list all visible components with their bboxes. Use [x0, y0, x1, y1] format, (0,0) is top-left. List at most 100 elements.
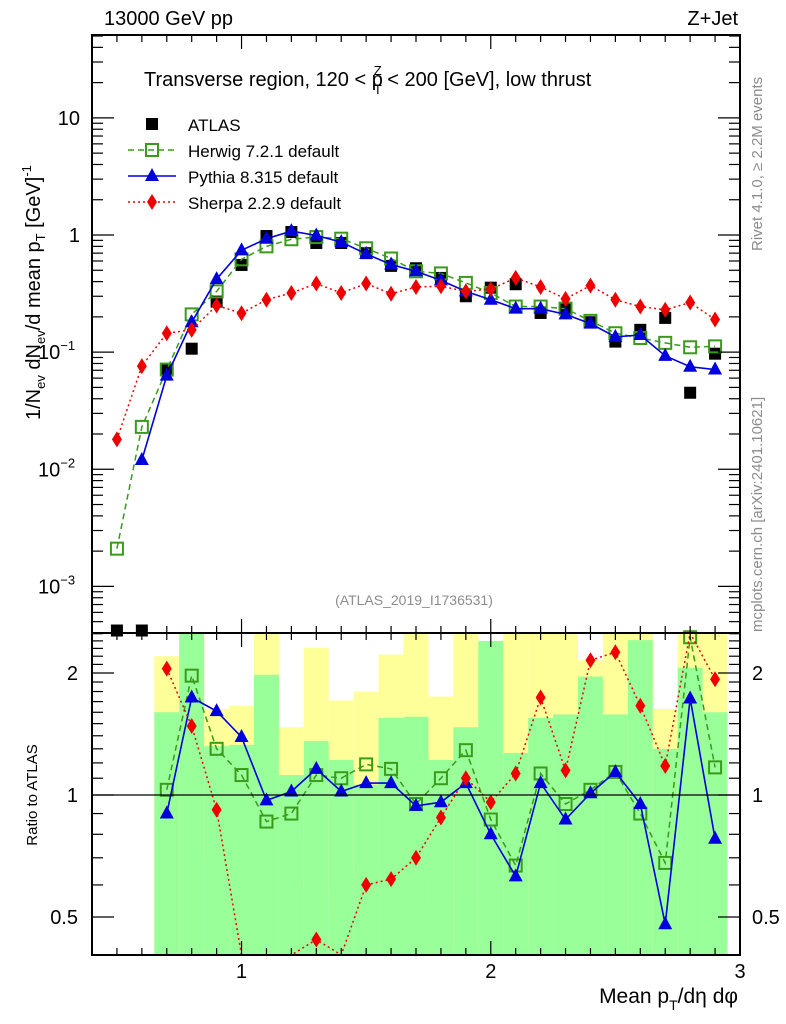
legend-entry: Sherpa 2.2.9 default — [128, 194, 341, 213]
main-data-point — [286, 284, 297, 301]
ratio-data-point — [483, 812, 498, 827]
green-band-bin — [378, 717, 404, 955]
ratio-y-tick-label-left: 2 — [67, 663, 78, 685]
ratio-data-point — [660, 757, 671, 774]
ratio-data-point — [309, 760, 324, 774]
header-left-label: 13000 GeV pp — [104, 8, 233, 30]
ratio-data-point — [708, 760, 723, 775]
ratio-data-point — [608, 763, 623, 777]
green-band-bin — [154, 712, 180, 955]
main-data-point — [708, 361, 723, 375]
ratio-data-point — [384, 775, 399, 789]
main-data-point — [709, 347, 722, 360]
main-data-point — [311, 275, 322, 292]
main-data-point — [236, 305, 247, 322]
ratio-data-point — [585, 652, 596, 669]
main-data-point — [659, 311, 672, 324]
x-tick-label: 3 — [734, 961, 745, 983]
ratio-data-point — [683, 690, 698, 704]
mcplots-label: mcplots.cern.ch [arXiv:2401.10621] — [749, 397, 766, 632]
x-tick-label: 1 — [236, 961, 247, 983]
main-data-point — [134, 419, 149, 434]
ratio-y-tick-label-right: 1 — [752, 785, 763, 807]
ratio-data-point — [635, 697, 646, 714]
legend-label: ATLAS — [188, 116, 241, 135]
main-data-point — [685, 294, 696, 311]
legend-label: Herwig 7.2.1 default — [188, 142, 339, 161]
green-band-bin — [353, 784, 379, 955]
plot-title: Transverse region, 120 < pTZ < 200 [GeV]… — [144, 63, 592, 97]
main-y-tick-label: 1 — [69, 225, 80, 247]
main-data-point — [710, 311, 721, 328]
ratio-series-pythia — [159, 689, 723, 930]
x-tick-labels: 1 2 3 — [236, 961, 746, 983]
main-data-point — [336, 284, 347, 301]
ratio-data-point — [234, 729, 249, 743]
main-y-tick-label: 10−3 — [38, 572, 75, 598]
main-data-point — [533, 300, 548, 314]
main-data-point — [460, 283, 471, 300]
plot-title-pre: Transverse region, 120 < p — [144, 69, 383, 91]
ratio-y-tick-label-right: 2 — [752, 663, 763, 685]
main-data-point — [209, 271, 224, 285]
ratio-data-point — [184, 668, 199, 683]
green-band-bin — [278, 775, 304, 955]
main-data-point — [510, 269, 521, 286]
ratio-data-point — [510, 765, 521, 782]
ratio-data-point — [458, 743, 473, 758]
main-series-line — [141, 230, 716, 461]
legend: ATLAS Herwig 7.2.1 default Pythia 8.315 de… — [128, 116, 341, 213]
main-data-point — [608, 328, 623, 342]
legend-marker-icon — [145, 143, 159, 157]
ratio-data-point — [411, 849, 421, 866]
analysis-label: (ATLAS_2019_I1736531) — [335, 592, 493, 608]
main-data-point — [134, 451, 149, 465]
ratio-data-point — [508, 868, 523, 882]
ratio-data-point — [184, 689, 199, 703]
main-data-point — [508, 300, 523, 314]
ratio-data-point — [334, 783, 349, 797]
ratio-data-point — [284, 783, 299, 797]
legend-entry: Pythia 8.315 default — [128, 168, 339, 187]
ratio-data-point — [361, 876, 372, 893]
main-data-point — [409, 263, 423, 277]
main-data-point — [234, 242, 249, 256]
legend-label: Sherpa 2.2.9 default — [188, 194, 341, 213]
main-data-point — [583, 315, 598, 329]
ratio-data-point — [234, 768, 249, 783]
green-band-bin — [602, 714, 628, 955]
ratio-y-tick-label-left: 0.5 — [50, 907, 78, 929]
main-data-point — [159, 367, 174, 381]
main-data-point — [435, 278, 446, 295]
ratio-series-sherpa — [161, 630, 721, 957]
main-series-line — [116, 277, 716, 440]
ratio-y-tick-label-right: 0.5 — [752, 907, 780, 929]
ratio-data-point — [284, 806, 299, 821]
ratio-data-point — [610, 644, 621, 661]
green-band-bin — [229, 744, 254, 955]
main-data-point — [585, 277, 596, 294]
main-data-point — [261, 291, 272, 308]
ratio-data-point — [708, 830, 723, 844]
main-data-point — [684, 386, 697, 399]
legend-marker-icon — [146, 118, 158, 130]
ratio-data-point — [359, 757, 374, 772]
green-band-bin — [503, 752, 529, 955]
ratio-data-point — [159, 805, 174, 819]
ratio-data-point — [161, 660, 172, 677]
ratio-data-point — [535, 689, 546, 706]
legend-entry: ATLAS — [146, 116, 241, 135]
main-y-tick-label: 10 — [58, 108, 80, 130]
ratio-data-point — [159, 782, 174, 797]
main-data-point — [161, 325, 172, 342]
header-right-label: Z+Jet — [687, 8, 738, 30]
ratio-data-point — [211, 801, 222, 818]
ratio-series-line — [166, 637, 716, 868]
main-data-point — [485, 281, 496, 298]
ratio-series-layer — [159, 630, 723, 957]
main-data-point — [185, 342, 198, 355]
main-data-point — [683, 358, 698, 372]
ratio-data-point — [460, 770, 471, 787]
green-band-bin — [204, 746, 230, 955]
